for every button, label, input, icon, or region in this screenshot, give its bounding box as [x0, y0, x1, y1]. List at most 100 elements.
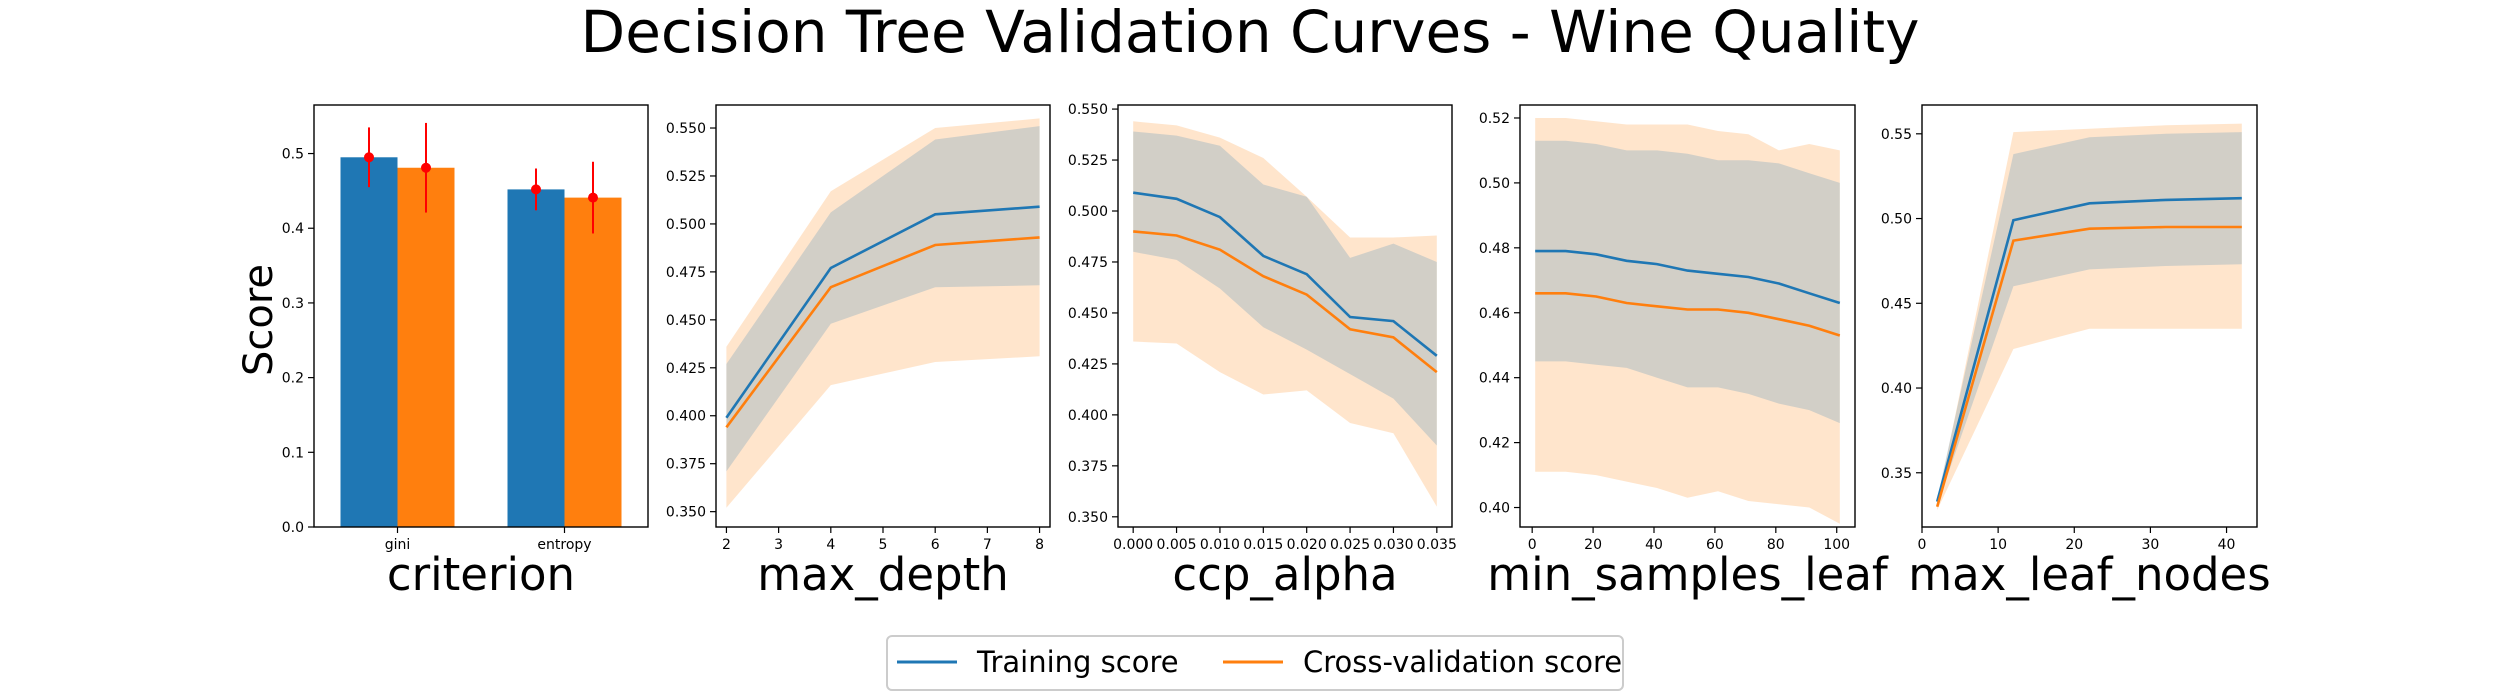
x-tick-label: 7 — [983, 537, 992, 553]
x-tick-label: 5 — [879, 537, 888, 553]
x-tick-label: 0.025 — [1330, 537, 1370, 553]
legend-train-label: Training score — [976, 645, 1179, 679]
y-tick-label: 0.500 — [1068, 204, 1108, 220]
error-point-cv-entropy — [588, 192, 598, 203]
train-score-band — [1133, 131, 1437, 446]
y-tick-label: 0.375 — [1068, 459, 1108, 475]
train-score-line — [725, 205, 1040, 419]
y-tick-label: 0.3 — [282, 296, 304, 312]
axes-frame — [1519, 104, 1856, 528]
y-tick-label: 0.40 — [1479, 501, 1510, 517]
y-tick-label: 0.40 — [1881, 381, 1912, 397]
axes-frame — [1117, 104, 1453, 528]
cv-score-band — [726, 118, 1040, 508]
legend: Training score Cross-validation score — [886, 635, 1624, 691]
axes-frame — [313, 104, 649, 528]
train-score-line — [1535, 249, 1841, 305]
y-tick-label: 0.48 — [1479, 241, 1510, 257]
y-tick-label: 0.475 — [1068, 255, 1108, 271]
y-tick-label: 0.525 — [666, 169, 706, 185]
panel-min-samples-leaf: 0 20 40 60 80 100 0.40 0.42 0.44 0.46 0.48 0.50 0.52… — [1479, 104, 1889, 601]
y-tick-label: 0.350 — [1068, 510, 1108, 526]
x-axis-label: max_depth — [757, 548, 1009, 601]
y-tick-label: 0.35 — [1881, 466, 1912, 482]
x-tick-label: 30 — [2141, 537, 2159, 553]
error-point-train-entropy — [531, 184, 541, 195]
y-tick-label: 0.1 — [282, 445, 304, 461]
y-tick-label: 0.46 — [1479, 306, 1510, 322]
y-tick-label: 0.550 — [1068, 102, 1108, 118]
cv-score-line — [725, 236, 1040, 429]
x-tick-label: 0.035 — [1417, 537, 1457, 553]
x-tick-label: 60 — [1706, 537, 1724, 553]
x-tick-label: 20 — [2065, 537, 2083, 553]
cv-score-line — [1935, 225, 2242, 508]
y-tick-label: 0.44 — [1479, 371, 1510, 387]
y-tick-label: 0.45 — [1881, 296, 1912, 312]
x-tick-label: 2 — [722, 537, 731, 553]
cv-score-band — [1535, 118, 1840, 524]
x-tick-label: 4 — [826, 537, 835, 553]
y-tick-label: 0.475 — [666, 265, 706, 281]
panel-max-depth: 2 3 4 5 6 7 8 0.350 0.375 0.400 0.425 0.450 0.475 0.5… — [666, 104, 1051, 601]
train-score-band — [1535, 140, 1840, 424]
bar-cv-entropy — [564, 197, 622, 527]
y-tick-label: 0.375 — [666, 457, 706, 473]
x-tick-label: gini — [385, 537, 411, 553]
y-tick-label: 0.400 — [666, 409, 706, 425]
x-axis-label: ccp_alpha — [1172, 548, 1397, 601]
cv-score-band — [1133, 121, 1437, 507]
train-score-line — [1133, 191, 1438, 357]
y-tick-label: 0.52 — [1479, 111, 1510, 127]
x-tick-label: 0 — [1918, 537, 1927, 553]
y-tick-label: 0.50 — [1881, 212, 1912, 228]
panel-max-leaf-nodes: 0 10 20 30 40 0.35 0.40 0.45 0.50 0.55 max_leaf_no… — [1881, 104, 2271, 601]
y-tick-label: 0.2 — [282, 371, 304, 387]
x-tick-label: 100 — [1823, 537, 1850, 553]
panel-ccp-alpha: 0.000 0.005 0.010 0.015 0.020 0.025 0.030 0.035… — [1068, 102, 1457, 601]
error-point-cv-gini — [421, 162, 431, 173]
train-score-line — [1935, 196, 2242, 502]
x-tick-label: 80 — [1767, 537, 1785, 553]
legend-cv-label: Cross-validation score — [1303, 645, 1622, 679]
x-tick-label: 20 — [1584, 537, 1602, 553]
cv-score-line — [1133, 230, 1438, 374]
x-tick-label: 10 — [1989, 537, 2007, 553]
error-point-train-gini — [364, 152, 374, 163]
x-tick-label: 0.015 — [1243, 537, 1283, 553]
y-tick-label: 0.425 — [666, 361, 706, 377]
x-tick-label: 0.010 — [1200, 537, 1240, 553]
axes-frame — [1921, 104, 2258, 528]
x-tick-label: 0.005 — [1157, 537, 1197, 553]
y-tick-label: 0.450 — [666, 313, 706, 329]
x-tick-label: entropy — [537, 537, 591, 553]
y-axis-label: Score — [236, 264, 282, 376]
cv-score-line — [1535, 291, 1841, 337]
bar-train-entropy — [507, 189, 565, 527]
x-tick-label: 6 — [931, 537, 940, 553]
x-tick-label: 8 — [1035, 537, 1044, 553]
x-tick-label: 0.030 — [1373, 537, 1413, 553]
x-tick-label: 0.020 — [1287, 537, 1327, 553]
bar-cv-gini — [397, 167, 455, 528]
bar-train-gini — [340, 157, 398, 527]
x-tick-label: 40 — [1645, 537, 1663, 553]
x-tick-label: 0 — [1528, 537, 1537, 553]
x-axis-label: criterion — [387, 548, 575, 601]
y-tick-label: 0.0 — [282, 520, 304, 536]
y-tick-label: 0.525 — [1068, 153, 1108, 169]
x-tick-label: 3 — [774, 537, 783, 553]
x-tick-label: 40 — [2218, 537, 2236, 553]
y-tick-label: 0.50 — [1479, 176, 1510, 192]
y-tick-label: 0.350 — [666, 505, 706, 521]
y-tick-label: 0.425 — [1068, 357, 1108, 373]
x-axis-label: max_leaf_nodes — [1908, 548, 2270, 601]
y-tick-label: 0.5 — [282, 147, 304, 163]
y-tick-label: 0.42 — [1479, 436, 1510, 452]
y-tick-label: 0.500 — [666, 217, 706, 233]
y-tick-label: 0.400 — [1068, 408, 1108, 424]
figure-title: Decision Tree Validation Curves - Wine Q… — [581, 0, 1920, 66]
x-tick-label: 0.000 — [1113, 537, 1153, 553]
panel-criterion: gini entropy 0.0 0.1 0.2 0.3 0.4 0.5 criterion — [282, 104, 649, 601]
